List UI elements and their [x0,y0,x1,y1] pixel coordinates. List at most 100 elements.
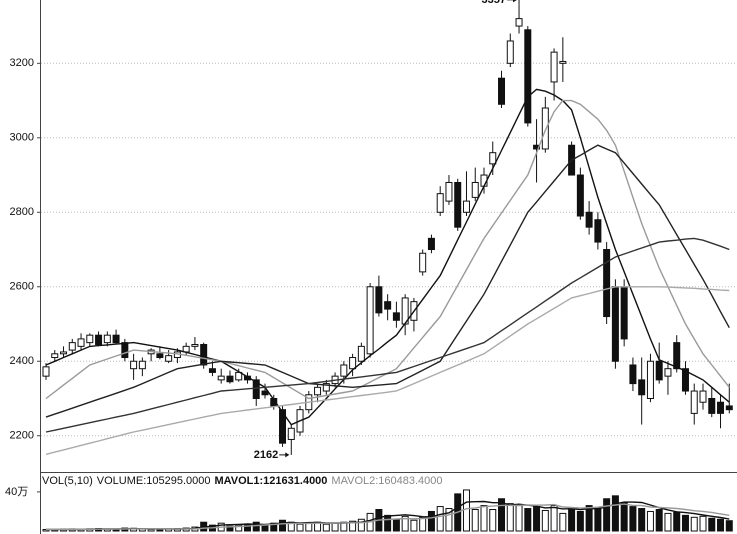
volume-bar [279,519,287,532]
candle-body [392,312,400,321]
candle-body [498,77,506,105]
candle-body [208,368,216,373]
volume-bar [708,517,716,532]
candle-body [384,301,392,310]
candle-body [638,379,646,396]
moving-average-line [45,88,730,426]
volume-bar [699,515,707,532]
candle-body [541,107,549,150]
candle-body [200,343,208,366]
volume-bar [533,506,541,532]
candle-body [427,237,435,251]
candle-body [646,360,654,399]
volume-bar [638,508,646,532]
candle-body [252,379,260,399]
y-tick-label: 2200 [10,430,34,442]
volume-bar [480,505,488,532]
candle-body [261,390,269,396]
legend-entry: MAVOL1:121631.4000 [215,475,328,487]
candle-body [375,286,383,314]
candle-body [86,334,94,344]
volume-legend: VOL(5,10) VOLUME:105295.0000 MAVOL1:121631… [42,475,443,487]
volume-bar [541,509,549,532]
candle-body [699,390,707,403]
candle-body [673,342,681,370]
candle-body [664,368,672,377]
volume-bar [690,516,698,532]
volume-bar [261,524,269,532]
candle-body [550,51,558,83]
volume-bar [550,505,558,532]
volume-bar [471,509,479,532]
candle-body [725,405,733,411]
y-tick-label: 3200 [10,57,34,69]
candle-body [103,334,111,344]
y-tick-label: 2400 [10,355,34,367]
legend-entry: MAVOL2:160483.4000 [331,475,442,487]
candle-body [42,366,50,377]
volume-bar [524,508,532,532]
y-tick-label: 40万 [5,486,28,498]
volume-bar [655,509,663,532]
candle-body [112,334,120,344]
candle-body [559,60,567,64]
volume-bar [717,518,725,532]
candle-body [454,181,462,228]
candle-body [506,40,514,64]
candle-body [68,342,76,351]
volume-bar [419,516,427,532]
candle-body [130,360,138,370]
volume-bar [235,524,243,532]
volume-bar [243,523,251,532]
candle-body [357,345,365,362]
candle-body [51,353,59,359]
candle-body [681,368,689,392]
volume-bar [392,518,400,532]
volume-bar [349,520,357,532]
y-tick-label: 3000 [10,132,34,144]
volume-bar [252,521,260,532]
y-tick-label: 2800 [10,206,34,218]
volume-bar [436,506,444,532]
volume-bar [384,514,392,532]
volume-bar [568,507,576,532]
volume-bar [646,510,654,532]
candle-body [349,357,357,370]
candle-body [60,351,68,355]
volume-bar [331,522,339,532]
candle-body [489,152,497,165]
candle-body [419,252,427,273]
annotation-arrowhead [285,452,290,458]
volume-bar [498,498,506,532]
volume-bar [445,508,453,532]
volume-bar [427,510,435,532]
candle-body [156,353,164,359]
annotation-label: 2162 [254,449,278,461]
candle-body [138,360,146,370]
volume-bar [559,512,567,532]
volume-bar [296,523,304,532]
candle-body [515,18,523,27]
volume-bar [603,498,611,532]
candle-body [165,355,173,362]
volume-bar [357,518,365,532]
annotation-label: 3357 [482,0,506,6]
volume-bar [620,502,628,532]
volume-bar [489,509,497,532]
volume-bar [506,503,514,532]
moving-average-line [45,286,730,456]
candle-body [95,334,103,345]
candle-body [620,286,628,340]
volume-bar [147,529,155,532]
candle-body [436,193,444,213]
volume-bar [681,514,689,532]
volume-bar [270,522,278,532]
candle-body [471,181,479,198]
moving-average-line [45,237,730,433]
volume-bar [594,507,602,532]
candle-body [603,249,611,318]
volume-bar [585,505,593,532]
candle-body [576,174,584,217]
candle-body [77,338,85,347]
